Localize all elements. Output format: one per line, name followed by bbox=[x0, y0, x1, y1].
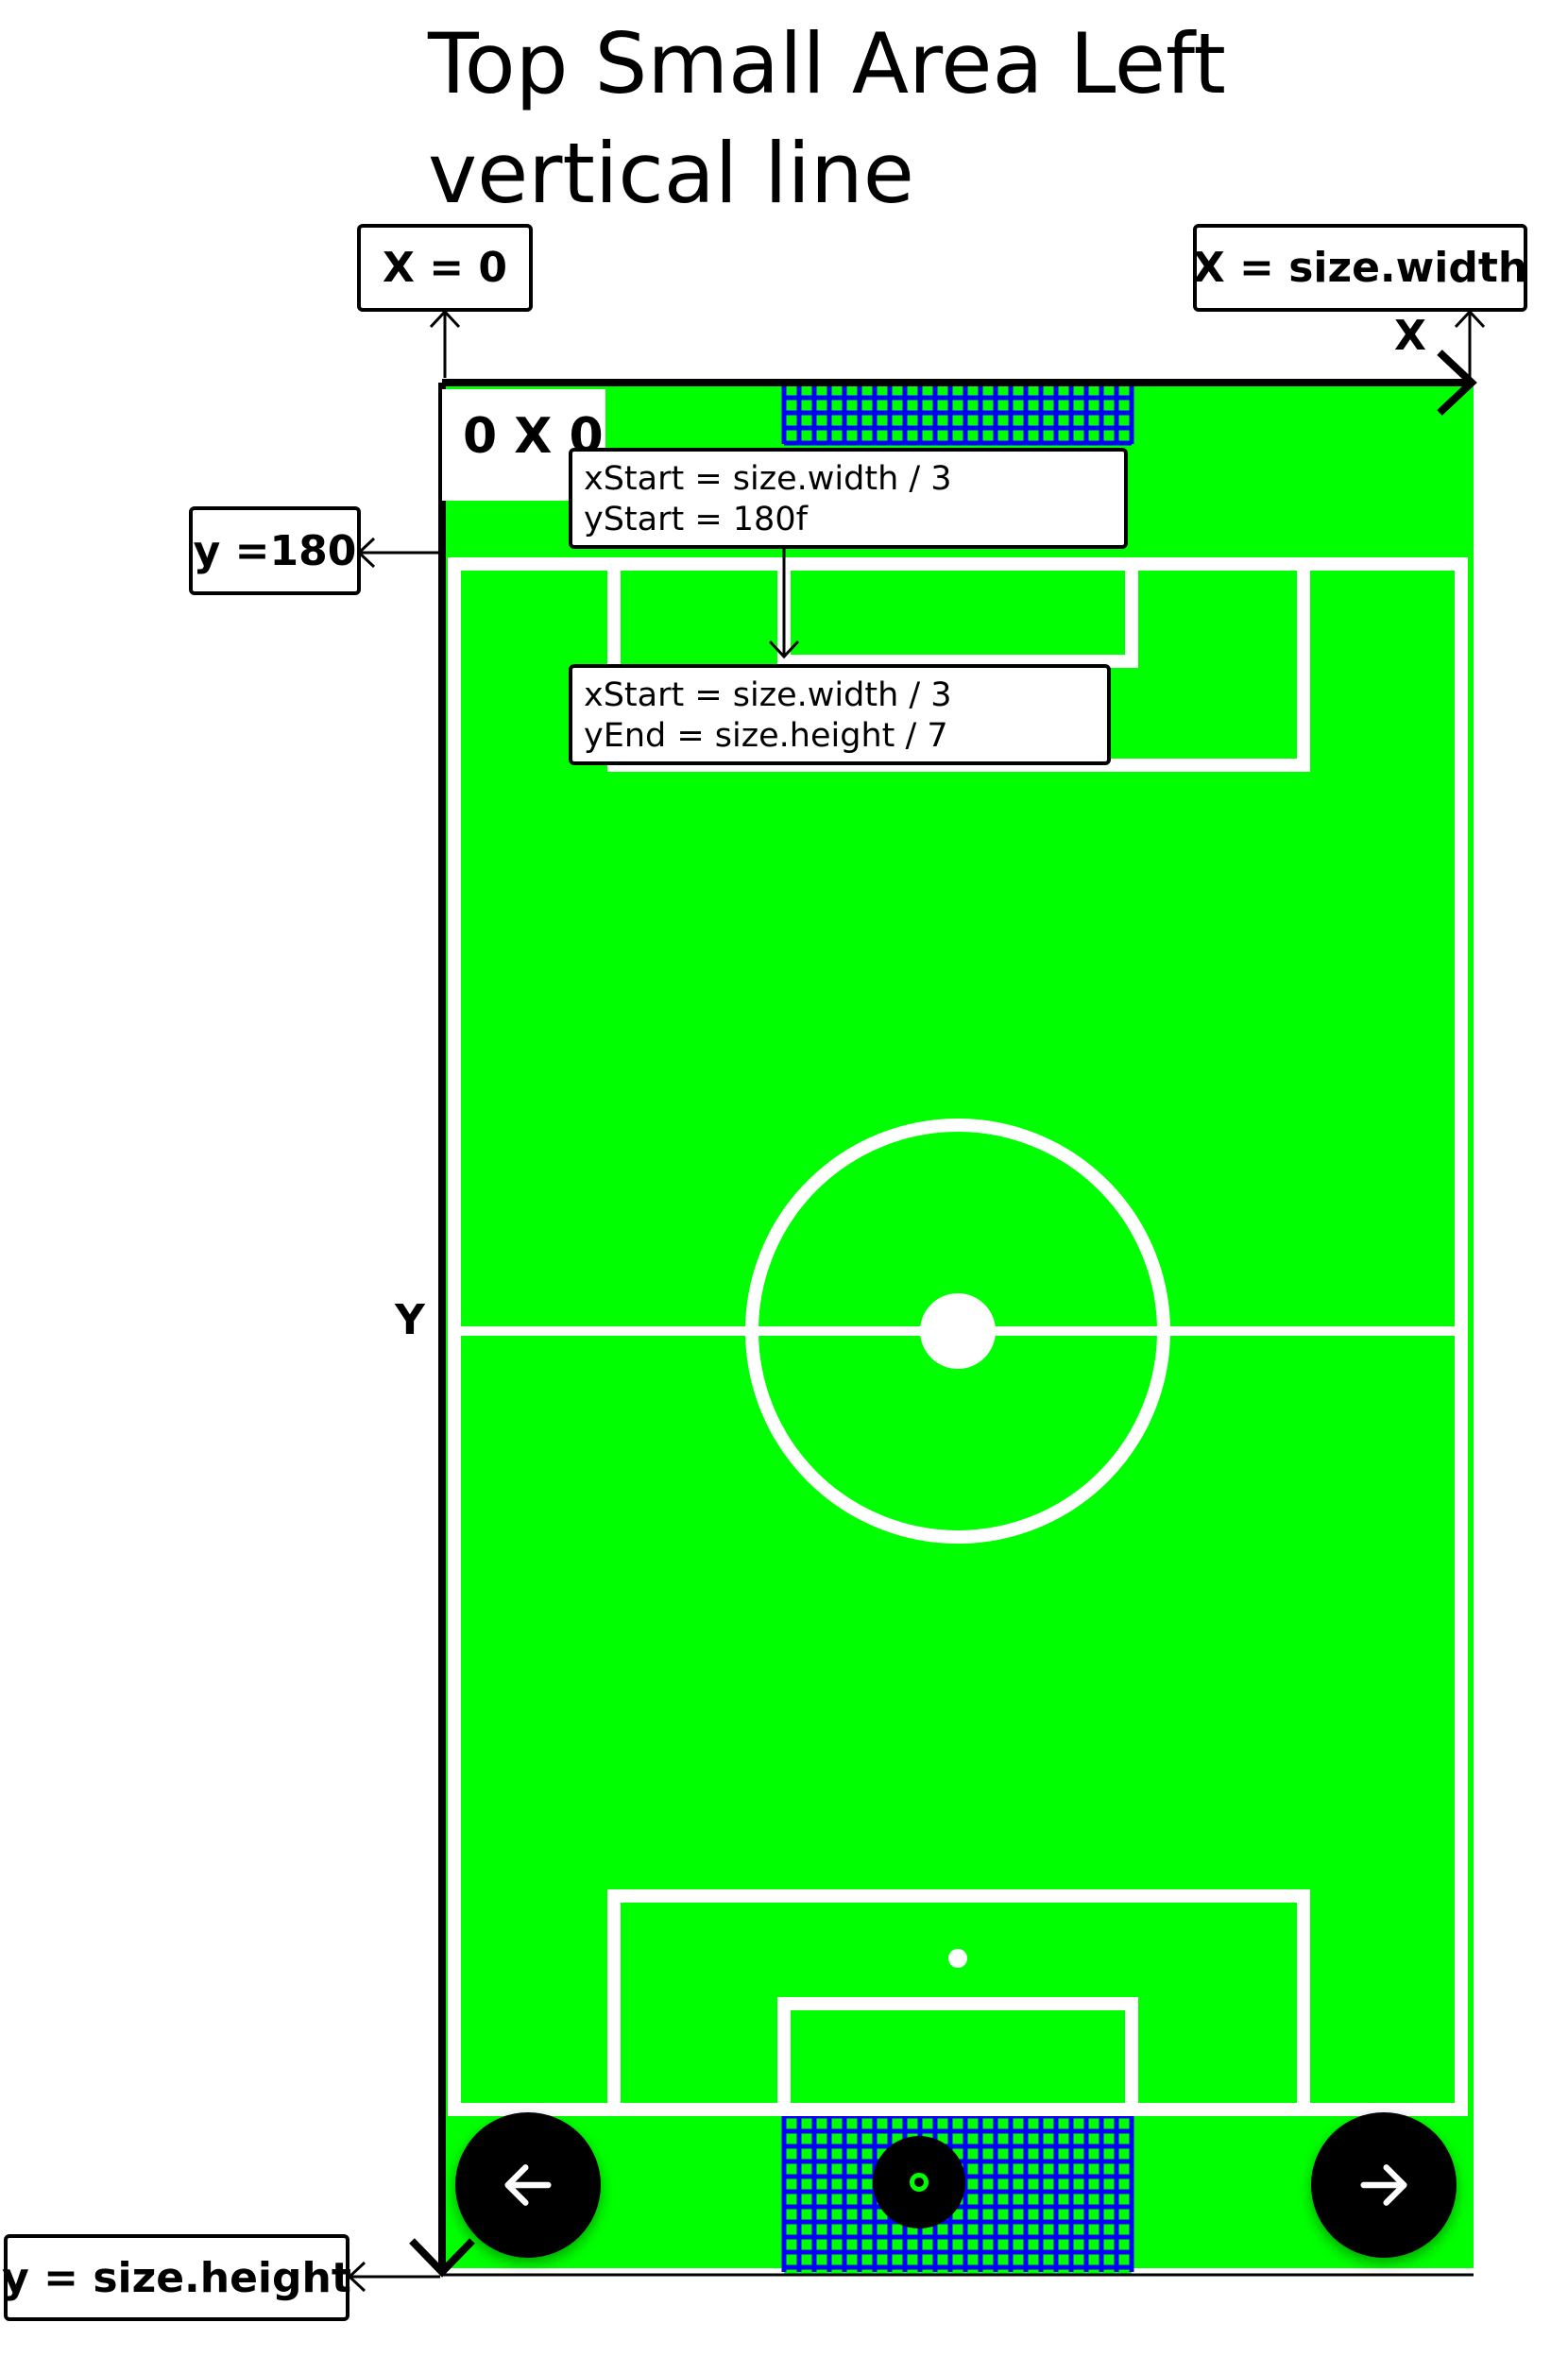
x-width-text: X = size.width bbox=[1192, 244, 1528, 292]
y-height-tag: y = size.height bbox=[2, 2234, 351, 2321]
start-line1: xStart = size.width / 3 bbox=[584, 460, 952, 498]
top-goal-net bbox=[781, 380, 1134, 446]
end-point-annotation: xStart = size.width / 3 yEnd = size.heig… bbox=[569, 664, 1111, 765]
bottom-penalty-area bbox=[607, 1889, 1310, 2109]
end-line1: xStart = size.width / 3 bbox=[584, 676, 952, 714]
page-title: Top Small Area Left vertical line bbox=[428, 15, 1226, 222]
arrow-left-icon bbox=[504, 2164, 552, 2206]
bottom-penalty-spot bbox=[948, 1949, 967, 1968]
y-height-text: y = size.height bbox=[2, 2253, 351, 2302]
center-action-button[interactable] bbox=[873, 2136, 965, 2229]
x-axis-label: X bbox=[1394, 312, 1426, 360]
start-line2: yStart = 180f bbox=[584, 501, 808, 538]
arrow-right-icon bbox=[1360, 2164, 1407, 2206]
start-point-annotation: xStart = size.width / 3 yStart = 180f bbox=[569, 448, 1128, 549]
next-button[interactable] bbox=[1311, 2112, 1457, 2258]
x-width-tag: X = size.width bbox=[1193, 224, 1527, 312]
x-zero-tag: X = 0 bbox=[357, 224, 533, 312]
y-180-text: y =180 bbox=[193, 526, 357, 575]
bottom-small-area bbox=[777, 1997, 1138, 2109]
center-circle bbox=[745, 1119, 1170, 1544]
y-axis-label: Y bbox=[395, 1296, 425, 1344]
center-spot bbox=[920, 1293, 996, 1369]
y-180-tag: y =180 bbox=[189, 506, 361, 595]
pitch-boundary bbox=[448, 557, 1468, 2116]
y-axis-arrowhead bbox=[409, 2238, 475, 2278]
x-axis-arrowhead bbox=[1437, 350, 1477, 416]
x-zero-text: X = 0 bbox=[382, 244, 508, 292]
previous-button[interactable] bbox=[455, 2112, 601, 2258]
record-icon bbox=[910, 2173, 929, 2192]
end-line2: yEnd = size.height / 7 bbox=[584, 717, 948, 755]
